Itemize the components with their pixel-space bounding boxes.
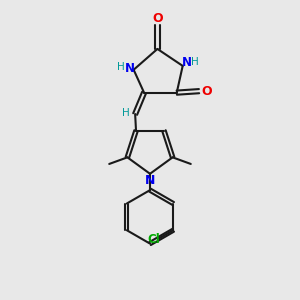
Text: H: H xyxy=(191,57,199,67)
Text: H: H xyxy=(122,108,130,118)
Text: N: N xyxy=(124,62,134,75)
Text: O: O xyxy=(152,12,163,25)
Text: N: N xyxy=(145,174,155,187)
Text: H: H xyxy=(117,62,125,72)
Text: N: N xyxy=(182,56,192,69)
Text: Cl: Cl xyxy=(147,232,160,245)
Text: O: O xyxy=(201,85,212,98)
